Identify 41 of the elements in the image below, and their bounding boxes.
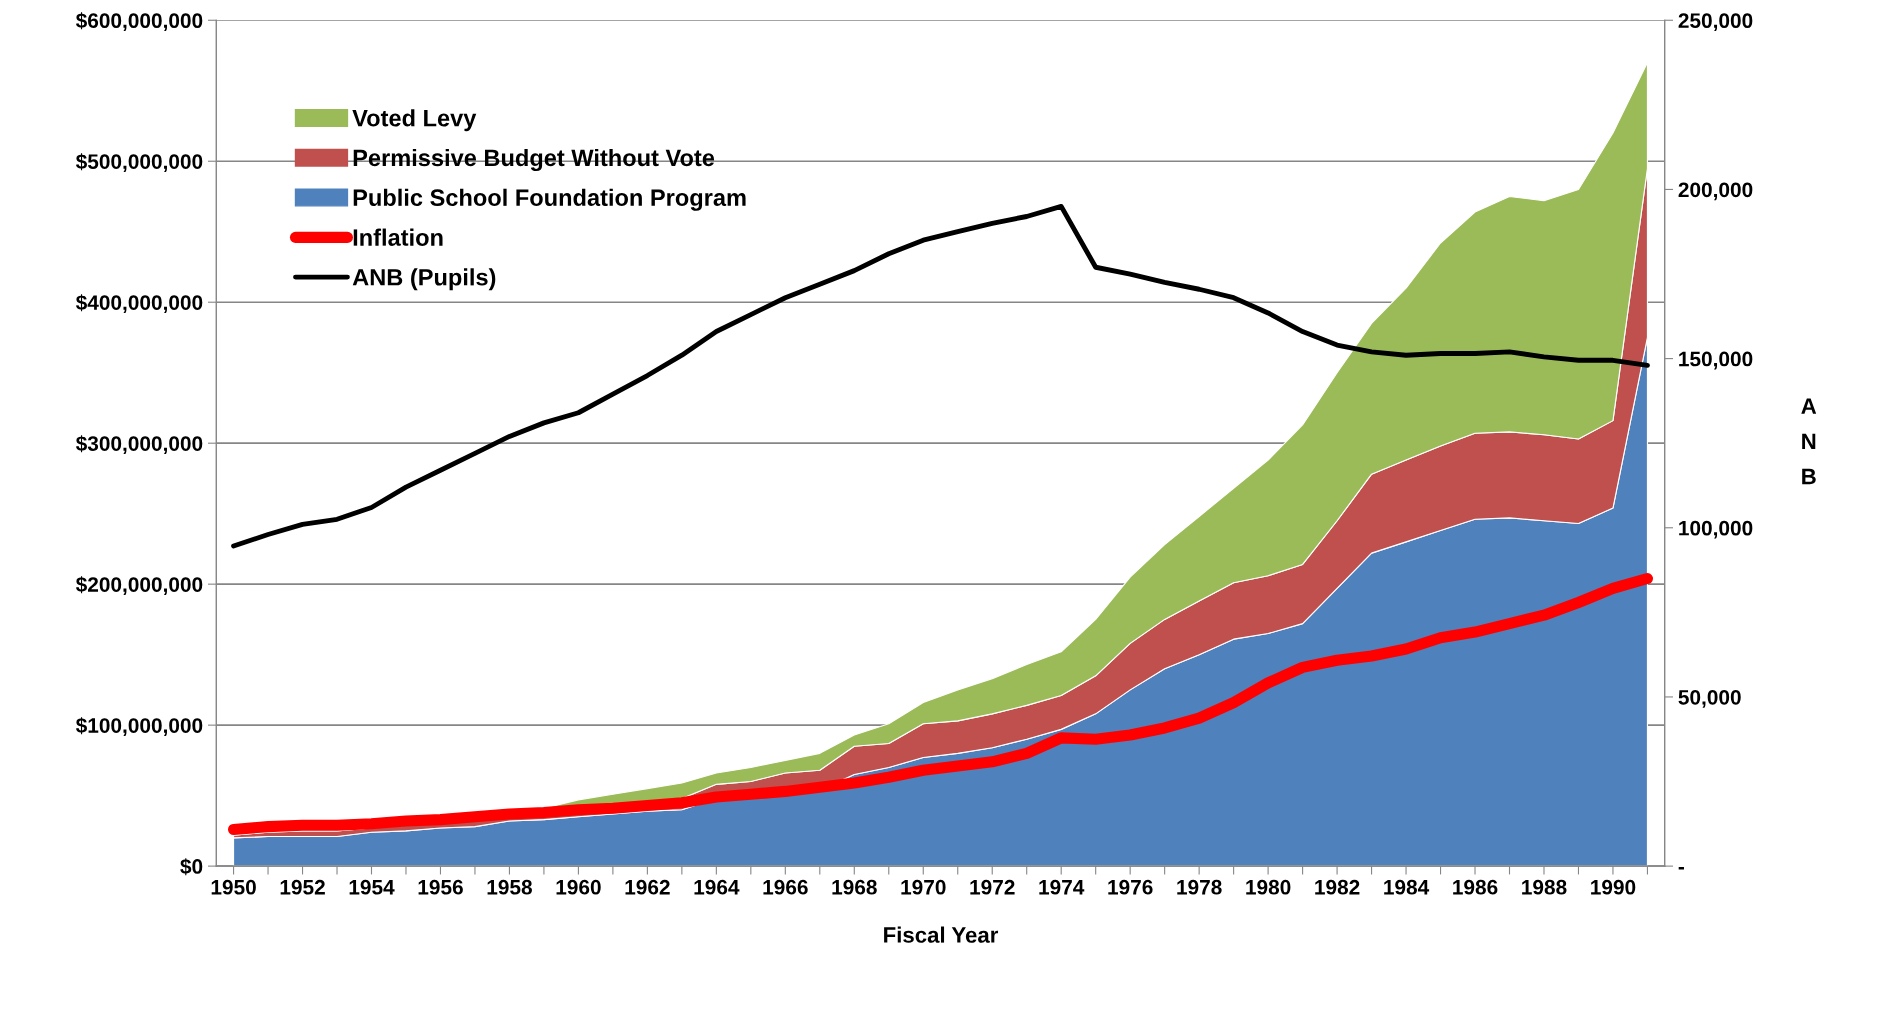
- y2-tick-label: 50,000: [1678, 689, 1741, 708]
- y-tick-label: $300,000,000: [75, 435, 203, 454]
- x-tick-label: 1984: [1384, 879, 1430, 895]
- legend-label: Inflation: [353, 228, 443, 246]
- legend-label: Permissive Budget Without Vote: [353, 148, 715, 172]
- x-tick-label: 1954: [349, 879, 395, 895]
- legend-label: Public School Foundation Program: [353, 188, 746, 211]
- x-tick-label: 1978: [1177, 879, 1222, 895]
- x-tick-label: 1980: [1246, 879, 1291, 895]
- x-tick-label: 1968: [832, 879, 877, 895]
- x-tick-label: 1986: [1453, 879, 1498, 895]
- y-tick-label: $0: [180, 858, 203, 876]
- y-tick-label: $400,000,000: [75, 294, 203, 313]
- y2-axis-title: ANB: [1801, 398, 1817, 485]
- x-tick-label: 1988: [1522, 879, 1567, 895]
- x-tick-label: 1958: [487, 879, 532, 895]
- x-tick-label: 1970: [901, 879, 946, 895]
- x-tick-label: 1956: [418, 879, 463, 895]
- x-tick-label: 1962: [625, 879, 670, 895]
- y2-tick-label: 150,000: [1679, 351, 1753, 370]
- y2-tick-label: -: [1678, 867, 1684, 870]
- x-tick-label: 1990: [1591, 879, 1636, 895]
- y-tick-label: $600,000,000: [75, 12, 203, 32]
- y2-tick-label: 250,000: [1678, 13, 1753, 32]
- y-tick-label: $200,000,000: [75, 576, 203, 595]
- x-axis-title: Fiscal Year: [884, 926, 999, 943]
- x-tick-label: 1964: [694, 879, 740, 895]
- y-tick-label: $500,000,000: [75, 153, 203, 173]
- legend-label: ANB (Pupils): [352, 268, 496, 291]
- x-tick-label: 1952: [280, 879, 325, 895]
- x-tick-label: 1972: [970, 879, 1015, 895]
- legend-label: Voted Levy: [352, 109, 477, 132]
- x-tick-label: 1974: [1039, 879, 1085, 895]
- y2-tick-label: 200,000: [1678, 182, 1753, 201]
- x-tick-label: 1966: [763, 879, 808, 895]
- y-tick-label: $100,000,000: [75, 717, 203, 736]
- x-tick-label: 1950: [211, 879, 256, 895]
- x-tick-label: 1960: [556, 879, 601, 895]
- y2-tick-label: 100,000: [1679, 520, 1753, 539]
- x-tick-label: 1976: [1108, 879, 1153, 895]
- x-tick-label: 1982: [1315, 879, 1360, 895]
